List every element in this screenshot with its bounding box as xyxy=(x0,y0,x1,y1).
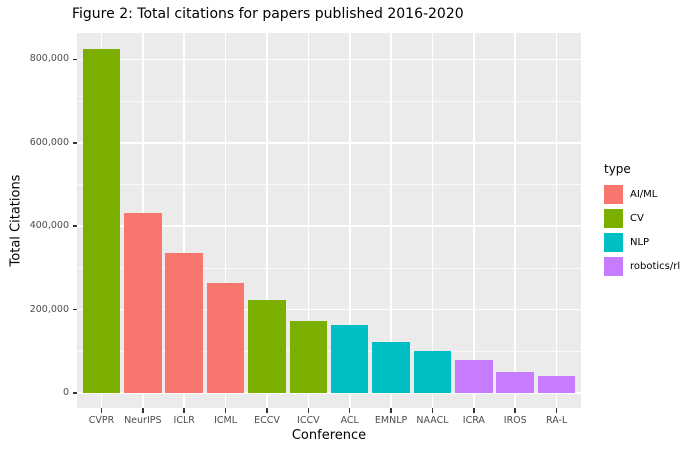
x-tick-label: ACL xyxy=(340,415,359,426)
y-tick-label: 200,000 xyxy=(29,303,69,315)
gridline-minor-horizontal xyxy=(77,267,581,269)
gridline-major-vertical xyxy=(514,33,517,408)
gridline-major-horizontal xyxy=(77,225,581,227)
legend-label: AI/ML xyxy=(630,188,658,200)
plot-panel xyxy=(77,33,581,408)
gridline-minor-horizontal xyxy=(77,100,581,102)
x-tick-label: NAACL xyxy=(416,415,449,426)
y-tick-mark xyxy=(72,58,77,61)
x-tick-mark xyxy=(348,408,351,413)
x-axis-title: Conference xyxy=(291,428,367,443)
gridline-major-vertical xyxy=(266,33,268,408)
y-tick-label: 800,000 xyxy=(29,53,69,65)
gridline-major-horizontal xyxy=(77,308,581,311)
x-tick-mark xyxy=(431,408,434,413)
x-tick-label: ICML xyxy=(214,415,238,426)
x-tick-mark xyxy=(555,408,558,413)
legend-label: NLP xyxy=(630,236,650,248)
y-tick-label: 400,000 xyxy=(29,220,69,232)
bar-eccv xyxy=(248,300,286,393)
gridline-minor-horizontal xyxy=(77,350,581,352)
gridline-major-horizontal xyxy=(77,142,581,144)
x-tick-mark xyxy=(514,408,516,413)
bar-iclr xyxy=(165,252,203,393)
gridline-major-vertical xyxy=(183,33,185,408)
x-tick-mark xyxy=(390,408,392,413)
x-tick-mark xyxy=(224,408,227,413)
gridline-major-vertical xyxy=(473,33,475,408)
legend-label: CV xyxy=(630,212,644,224)
x-tick-label: EMNLP xyxy=(374,415,408,426)
x-tick-label: NeurIPS xyxy=(124,415,162,426)
gridline-minor-horizontal xyxy=(77,184,581,185)
plot-title: Figure 2: Total citations for papers pub… xyxy=(72,6,464,22)
gridline-major-vertical xyxy=(348,33,351,408)
bar-neurips xyxy=(124,213,162,393)
legend-key-swatch xyxy=(604,185,623,204)
x-tick-label: ICCV xyxy=(297,415,320,426)
x-tick-mark xyxy=(183,408,185,413)
y-tick-mark xyxy=(72,308,77,311)
x-tick-mark xyxy=(100,408,103,413)
x-tick-label: ICLR xyxy=(173,415,195,426)
gridline-major-vertical xyxy=(555,33,558,408)
legend-label: robotics/rl xyxy=(630,260,681,272)
bar-cvpr xyxy=(82,48,121,393)
bar-icra xyxy=(455,359,493,393)
y-tick-mark xyxy=(72,225,77,227)
gridline-major-vertical xyxy=(307,33,310,408)
x-tick-label: IROS xyxy=(503,415,527,426)
legend-key-swatch xyxy=(604,233,623,252)
legend-key-swatch xyxy=(604,209,623,228)
x-tick-mark xyxy=(307,408,310,413)
x-tick-label: CVPR xyxy=(88,415,115,426)
legend-title: type xyxy=(604,162,631,176)
bar-naacl xyxy=(413,351,452,393)
x-tick-mark xyxy=(473,408,475,413)
bar-icml xyxy=(206,282,245,393)
y-tick-label: 0 xyxy=(62,387,69,398)
gridline-major-vertical xyxy=(390,33,392,408)
bar-ra-l xyxy=(537,375,576,393)
legend-key-swatch xyxy=(604,257,623,276)
bar-emnlp xyxy=(372,342,410,393)
x-tick-mark xyxy=(266,408,268,413)
gridline-major-vertical xyxy=(431,33,434,408)
gridline-major-horizontal xyxy=(77,392,581,394)
gridline-major-horizontal xyxy=(77,58,581,61)
x-tick-label: ECCV xyxy=(254,415,280,426)
x-tick-label: ICRA xyxy=(462,415,485,426)
bar-acl xyxy=(330,325,369,393)
bar-iros xyxy=(496,372,534,393)
y-tick-label: 600,000 xyxy=(29,136,69,148)
gridline-major-vertical xyxy=(224,33,227,408)
x-tick-mark xyxy=(142,408,144,413)
y-tick-mark xyxy=(72,142,77,144)
x-tick-label: RA-L xyxy=(545,415,568,426)
bar-iccv xyxy=(289,321,328,393)
y-tick-mark xyxy=(72,392,77,394)
